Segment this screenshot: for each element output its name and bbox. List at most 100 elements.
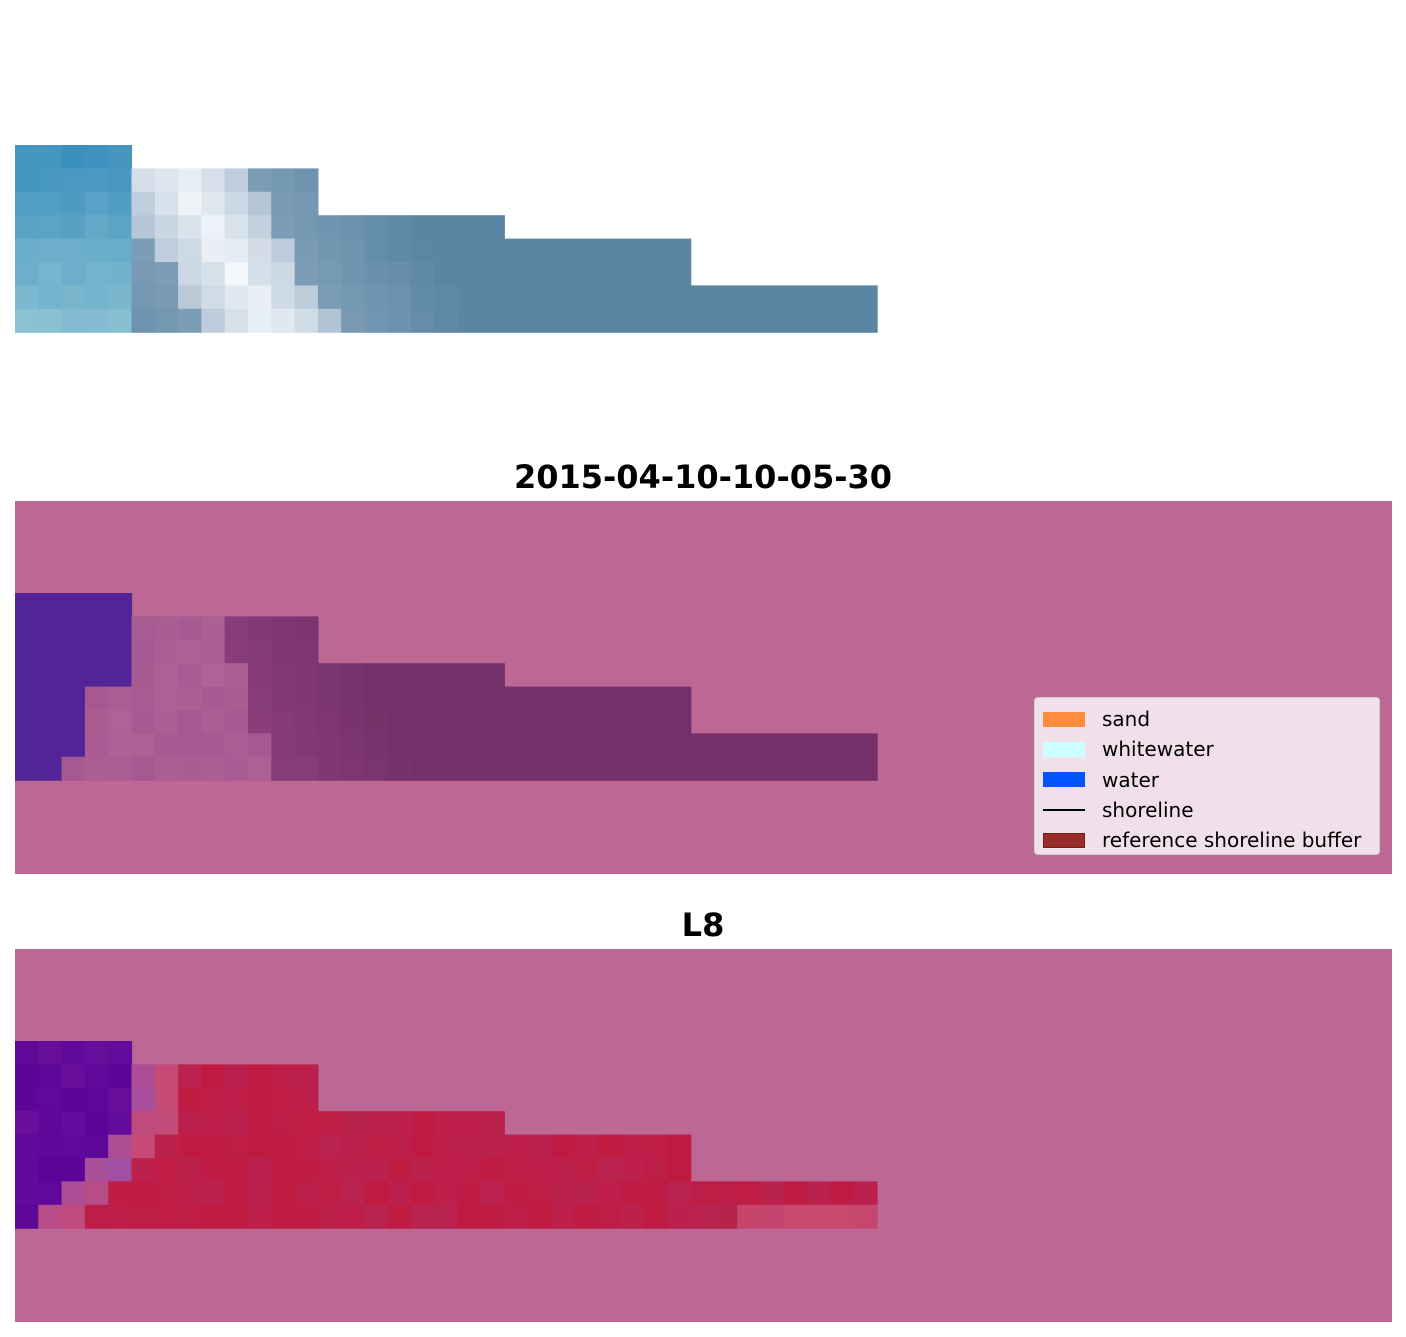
raster-pixel <box>434 686 459 711</box>
raster-pixel <box>154 285 179 310</box>
raster-pixel <box>411 710 435 734</box>
raster-pixel <box>294 238 319 263</box>
raster-pixel <box>317 1204 342 1229</box>
raster-pixel <box>550 1158 575 1182</box>
raster-pixel <box>38 238 63 263</box>
raster-pixel <box>154 733 179 758</box>
raster-pixel <box>131 308 156 333</box>
raster-pixel <box>61 756 86 781</box>
raster-pixel <box>154 663 179 688</box>
raster-pixel <box>201 262 226 286</box>
legend-label-shoreline: shoreline <box>1102 798 1194 823</box>
raster-pixel <box>504 308 529 333</box>
raster-pixel <box>434 1204 459 1229</box>
raster-pixel <box>154 756 179 781</box>
raster-pixel <box>550 262 575 286</box>
raster-pixel <box>620 262 645 286</box>
raster-pixel <box>620 710 645 734</box>
raster-pixel <box>387 1158 412 1182</box>
raster-pixel <box>131 262 156 286</box>
raster-pixel <box>15 1041 39 1065</box>
raster-pixel <box>341 686 366 711</box>
raster-pixel <box>108 663 133 688</box>
raster-pixel <box>108 1087 133 1112</box>
legend-label-reference-buffer: reference shoreline buffer <box>1102 828 1362 853</box>
raster-pixel <box>737 733 762 758</box>
raster-pixel <box>434 1111 459 1136</box>
raster-pixel <box>224 616 249 641</box>
legend-label-sand: sand <box>1102 707 1151 732</box>
raster-pixel <box>15 663 39 688</box>
raster-pixel <box>154 215 179 240</box>
raster-pixel <box>15 710 39 734</box>
raster-pixel <box>271 1087 296 1112</box>
raster-pixel <box>550 308 575 333</box>
raster-pixel <box>248 686 272 711</box>
raster-pixel <box>154 710 179 734</box>
raster-pixel <box>15 191 39 216</box>
raster-pixel <box>178 1181 202 1206</box>
raster-pixel <box>224 1158 249 1182</box>
raster-pixel <box>527 733 552 758</box>
raster-pixel <box>271 686 296 711</box>
raster-pixel <box>224 756 249 781</box>
raster-pixel <box>457 1204 482 1229</box>
raster-pixel <box>364 710 389 734</box>
raster-pixel <box>61 1041 86 1065</box>
raster-pixel <box>178 238 202 263</box>
raster-pixel <box>574 1204 599 1229</box>
raster-pixel <box>760 1181 785 1206</box>
raster-pixel <box>38 1158 63 1182</box>
raster-pixel <box>224 1204 249 1229</box>
raster-pixel <box>853 308 878 333</box>
raster-pixel <box>853 285 878 310</box>
panel-title-l8: L8 <box>681 906 725 944</box>
raster-pixel <box>387 1181 412 1206</box>
raster-pixel <box>807 733 832 758</box>
raster-pixel <box>317 756 342 781</box>
raster-pixel <box>527 756 552 781</box>
legend-item-whitewater: whitewater <box>1043 734 1379 764</box>
raster-pixel <box>807 1181 832 1206</box>
raster-pixel <box>61 1064 86 1089</box>
raster-pixel <box>15 1158 39 1182</box>
raster-pixel <box>61 733 86 758</box>
raster-pixel <box>317 1111 342 1136</box>
raster-pixel <box>61 686 86 711</box>
raster-pixel <box>154 308 179 333</box>
raster-pixel <box>364 1158 389 1182</box>
raster-pixel <box>783 285 808 310</box>
raster-pixel <box>504 238 529 263</box>
raster-pixel <box>317 1158 342 1182</box>
raster-pixel <box>760 756 785 781</box>
raster-pixel <box>644 733 668 758</box>
raster-pixel <box>387 238 412 263</box>
panel-title-date: 2015-04-10-10-05-30 <box>513 458 893 496</box>
raster-pixel <box>108 639 133 664</box>
raster-pixel <box>108 733 133 758</box>
raster-pixel <box>667 308 692 333</box>
raster-pixel <box>84 1181 109 1206</box>
raster-pixel <box>387 262 412 286</box>
raster-pixel <box>294 686 319 711</box>
raster-pixel <box>108 593 133 617</box>
raster-pixel <box>15 238 39 263</box>
raster-pixel <box>317 1134 342 1159</box>
raster-pixel <box>364 262 389 286</box>
raster-pixel <box>131 1064 156 1089</box>
raster-pixel <box>411 1204 435 1229</box>
raster-pixel <box>178 191 202 216</box>
raster-pixel <box>38 1111 63 1136</box>
raster-pixel <box>84 168 109 193</box>
raster-pixel <box>434 238 459 263</box>
raster-pixel <box>597 1204 622 1229</box>
raster-pixel <box>597 1158 622 1182</box>
raster-pixel <box>714 308 738 333</box>
raster-pixel <box>387 710 412 734</box>
raster-pixel <box>387 756 412 781</box>
raster-pixel <box>271 616 296 641</box>
raster-pixel <box>108 308 133 333</box>
raster-pixel <box>830 285 855 310</box>
raster-pixel <box>853 756 878 781</box>
raster-pixel <box>61 663 86 688</box>
